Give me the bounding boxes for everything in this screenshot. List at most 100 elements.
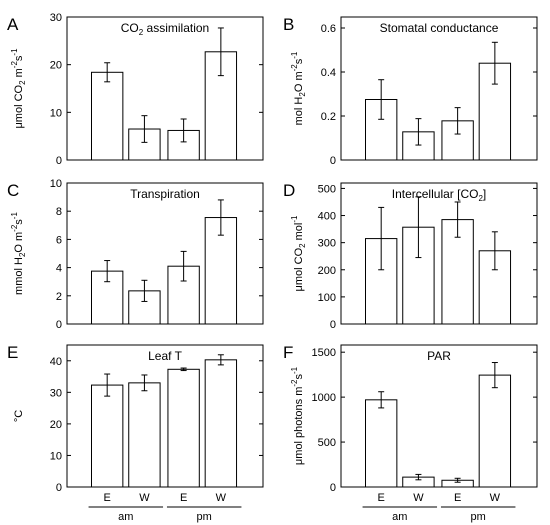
y-axis-label: mmol H2O m-2s-1 (10, 212, 27, 295)
x-category-label: W (216, 492, 227, 504)
y-tick-label: 0 (56, 482, 62, 494)
bar (365, 399, 398, 488)
y-tick-label: 1500 (312, 347, 336, 359)
text-part: μmol photons m (293, 387, 305, 465)
text-part: PAR (427, 349, 451, 363)
y-tick-label: 20 (50, 60, 62, 72)
y-tick-label: 2 (56, 291, 62, 303)
panel-letter: C (7, 181, 19, 200)
y-tick-label: 0 (56, 155, 62, 167)
text-part: Intercellular [CO (392, 187, 479, 201)
x-category-label: W (139, 492, 150, 504)
group-label-pm: pm (197, 511, 212, 523)
text-part: 2 (478, 194, 483, 203)
panel-title: Leaf T (148, 349, 182, 363)
x-category-label: E (104, 492, 111, 504)
text-part: μmol CO (293, 247, 305, 291)
text-part: m (13, 68, 25, 80)
bar (167, 265, 200, 325)
plot-frame (66, 16, 264, 161)
bar (91, 384, 124, 488)
text-part: s (13, 55, 25, 61)
text-part: s (13, 219, 25, 225)
panel-title: CO2 assimilation (121, 21, 209, 37)
y-tick-label: 500 (318, 183, 336, 195)
y-axis-label: μmol photons m-2s-1 (290, 366, 305, 465)
text-part: O m (293, 71, 305, 92)
y-tick-label: 500 (318, 437, 336, 449)
text-part: -1 (290, 215, 299, 223)
text-part: 2 (18, 252, 27, 257)
panel-letter: D (283, 181, 295, 200)
panel-letter: B (283, 15, 294, 34)
text-part: mmol H (13, 257, 25, 295)
bar (91, 71, 124, 161)
text-part: -1 (10, 48, 19, 56)
y-tick-label: 8 (56, 206, 62, 218)
x-category-label: W (490, 492, 501, 504)
y-tick-label: 4 (56, 263, 62, 275)
text-part: assimilation (143, 21, 209, 35)
text-part: O m (13, 232, 25, 253)
y-axis-label: μmol CO2 m-2s-1 (10, 48, 27, 129)
y-tick-label: 0 (330, 319, 336, 331)
plot-frame (340, 344, 538, 488)
y-tick-label: 0.4 (321, 67, 336, 79)
panel-f: F 0 500 1000 1500 μmol photons m-2s-1 PAR E W E Wa… (283, 343, 538, 523)
panel-e: E 0 10 20 30 40 °C Leaf T E W E Wam pm (7, 343, 264, 523)
text-part: μmol CO (13, 84, 25, 128)
text-part: -1 (290, 51, 299, 59)
text-part: -2 (290, 64, 299, 72)
bar (167, 368, 200, 488)
y-tick-label: 0.2 (321, 111, 336, 123)
text-part: 2 (18, 80, 27, 85)
bar (478, 374, 512, 488)
text-part: Transpiration (130, 187, 200, 201)
panel-title: PAR (427, 349, 451, 363)
plot-frame (340, 16, 538, 161)
y-tick-label: 100 (318, 292, 336, 304)
y-tick-label: 200 (318, 265, 336, 277)
text-part: -2 (10, 61, 19, 69)
y-tick-label: 10 (50, 107, 62, 119)
panel-title: Intercellular [CO2] (392, 187, 487, 203)
y-tick-label: 0.6 (321, 23, 336, 35)
x-category-label: E (180, 492, 187, 504)
panel-letter: F (283, 343, 293, 362)
text-part: 2 (298, 243, 307, 248)
y-tick-label: 400 (318, 211, 336, 223)
y-tick-label: 10 (50, 178, 62, 190)
plot-frame (340, 182, 538, 325)
x-category-label: E (454, 492, 461, 504)
text-part: mol H (293, 97, 305, 126)
plot-frame (66, 182, 264, 325)
y-tick-label: 300 (318, 238, 336, 250)
group-label-pm: pm (471, 511, 486, 523)
y-tick-label: 0 (56, 319, 62, 331)
panel-b: B 0 0.2 0.4 0.6 mol H2O m-2s-1 Stomatal conduc… (283, 15, 538, 167)
y-tick-label: 30 (50, 387, 62, 399)
text-part: CO (121, 21, 139, 35)
x-category-label: E (378, 492, 385, 504)
panel-title: Transpiration (130, 187, 200, 201)
panel-d: D 0 100 200 300 400 500 μmol CO2 mol-1 Intercell… (283, 181, 538, 331)
y-tick-label: 40 (50, 356, 62, 368)
y-tick-label: 6 (56, 234, 62, 246)
y-axis-label: μmol CO2 mol-1 (290, 215, 307, 292)
text-part: Leaf T (148, 349, 182, 363)
bar (128, 382, 161, 488)
y-tick-label: 0 (330, 155, 336, 167)
plot-frame (66, 344, 264, 488)
panel-letter: E (7, 343, 18, 362)
y-tick-label: 20 (50, 419, 62, 431)
text-part: °C (13, 410, 25, 422)
text-part: -2 (290, 379, 299, 387)
x-category-label: W (413, 492, 424, 504)
text-part: -1 (290, 366, 299, 374)
text-part: -2 (10, 224, 19, 232)
y-axis-label: mol H2O m-2s-1 (290, 51, 307, 125)
text-part: Stomatal conductance (380, 21, 499, 35)
y-tick-label: 10 (50, 450, 62, 462)
